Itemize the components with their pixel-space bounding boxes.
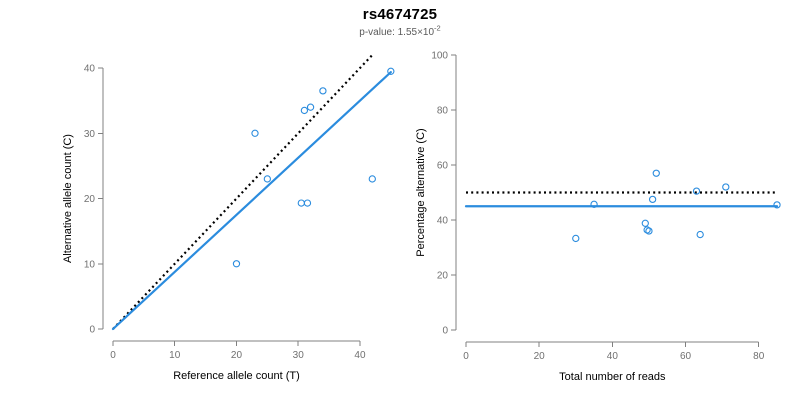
x-tick-label-left: 10	[169, 350, 181, 361]
y-axis-title-right: Percentage alternative (C)	[415, 128, 427, 256]
data-point	[303, 199, 312, 207]
data-point	[306, 103, 315, 111]
y-tick-label-right: 60	[437, 161, 449, 172]
regression-fit-left	[111, 71, 392, 331]
x-axis-title-right: Total number of reads	[559, 371, 666, 383]
data-point	[572, 234, 580, 243]
y-axis-title-left: Alternative allele count (C)	[62, 134, 74, 263]
data-point	[590, 200, 598, 208]
x-tick-label-right: 60	[680, 351, 692, 362]
data-point	[319, 87, 327, 95]
data-point	[300, 106, 309, 115]
data-point	[692, 187, 701, 195]
y-tick-label-right: 80	[437, 106, 449, 117]
panel-left: 0 10 20 30 40 Alternative allele count (C) 0 10…	[62, 54, 395, 382]
data-point	[251, 129, 259, 137]
y-tick-label-right: 100	[431, 51, 448, 62]
data-point	[232, 260, 241, 268]
page-title: rs4674725	[362, 6, 438, 23]
x-tick-label-right: 40	[607, 351, 619, 362]
data-point	[773, 201, 781, 209]
data-point	[652, 169, 660, 177]
x-tick-label-right: 80	[753, 351, 765, 362]
data-point	[645, 227, 653, 235]
data-point	[648, 195, 657, 204]
x-axis-title-left: Reference allele count (T)	[173, 370, 300, 382]
x-tick-label-left: 0	[110, 350, 116, 361]
data-point	[263, 175, 271, 183]
panel-right: 0 20 40 60 80 100 Percentage alternative (C) 0 2…	[415, 51, 781, 383]
data-point	[722, 183, 730, 191]
pvalue-prefix: p-value: 1.55×10	[359, 27, 435, 38]
y-tick-label-left: 30	[84, 129, 96, 140]
y-tick-label-left: 10	[84, 259, 96, 270]
y-tick-label-left: 40	[84, 64, 96, 75]
y-tick-label-left: 20	[84, 194, 96, 205]
x-tick-label-left: 40	[354, 350, 366, 361]
x-tick-label-right: 0	[463, 351, 469, 362]
y-tick-label-right: 40	[437, 216, 449, 227]
data-point	[387, 67, 395, 75]
data-point	[641, 219, 649, 227]
y-tick-label-right: 0	[442, 326, 448, 337]
x-tick-label-left: 30	[293, 350, 305, 361]
data-point	[696, 230, 704, 239]
y-tick-label-left: 0	[89, 325, 95, 336]
pvalue-annotation: p-value: 1.55×10-2	[0, 23, 800, 38]
expected-1to1-left	[112, 54, 374, 330]
x-tick-label-left: 20	[231, 350, 243, 361]
x-tick-label-right: 20	[534, 351, 546, 362]
data-point	[297, 199, 305, 207]
y-tick-label-right: 20	[437, 271, 449, 282]
pvalue-exponent: -2	[434, 23, 441, 33]
data-point	[368, 175, 376, 183]
